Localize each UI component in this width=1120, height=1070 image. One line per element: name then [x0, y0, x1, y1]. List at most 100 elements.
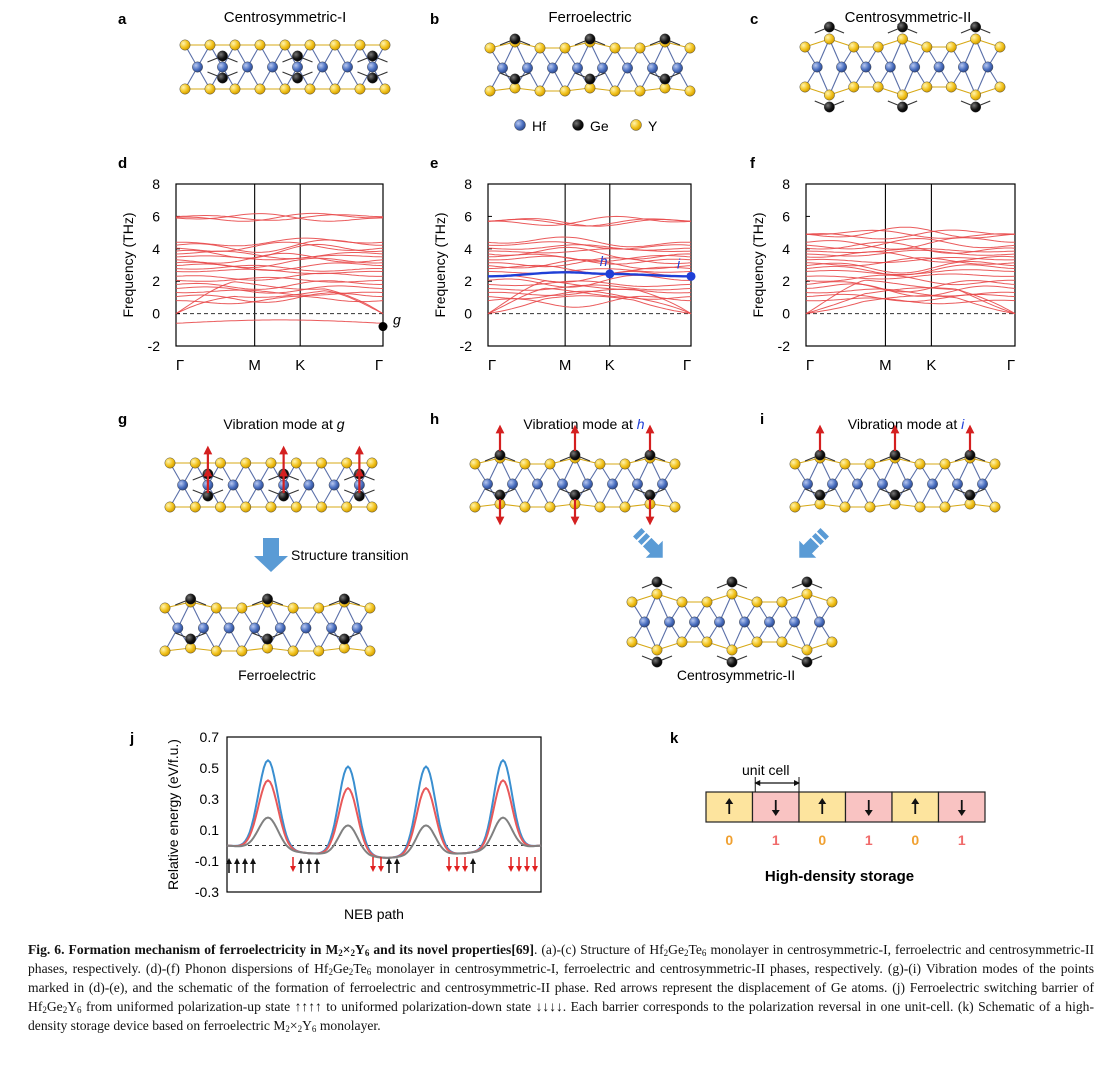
- legend-label-hf: Hf: [532, 118, 546, 134]
- hf-atom: [852, 478, 863, 490]
- panel-letter-i: i: [760, 411, 764, 428]
- y-axis-label: Frequency (THz): [432, 212, 448, 317]
- phonon-band: [487, 295, 692, 315]
- y-atom: [279, 39, 291, 51]
- hf-atom: [902, 478, 913, 490]
- y-atom: [204, 39, 216, 51]
- ge-atom: [970, 21, 982, 33]
- hf-atom: [192, 61, 203, 73]
- ge-atom: [726, 576, 738, 588]
- phonon-band: [175, 268, 384, 275]
- mode-label-h: h: [600, 253, 608, 269]
- y-atom: [801, 644, 813, 656]
- up-arrow-head: [818, 798, 827, 804]
- hf-atom: [497, 62, 508, 74]
- phonon-band: [487, 236, 692, 248]
- hf-atom: [252, 479, 264, 491]
- phonon-band: [805, 257, 1016, 267]
- y-atom: [329, 83, 341, 95]
- y-atom: [701, 636, 713, 648]
- y-atom: [994, 81, 1006, 93]
- y-atom: [236, 645, 248, 657]
- panel-letter-g: g: [118, 411, 127, 428]
- phonon-band: [175, 292, 384, 303]
- ge-atom: [292, 72, 303, 84]
- y-atom: [684, 85, 696, 97]
- phonon-band: [805, 288, 1016, 297]
- panel-letter-f: f: [750, 155, 756, 172]
- crystal-structures: [159, 21, 1006, 668]
- y-tick-label: 8: [152, 176, 160, 192]
- phonon-band: [805, 293, 1016, 302]
- phonon-band: [175, 257, 384, 269]
- y-atom: [287, 602, 299, 614]
- y-atom: [229, 39, 241, 51]
- polarization-arrow-head: [532, 866, 538, 872]
- ge-atom: [659, 33, 671, 45]
- ge-atom: [509, 33, 521, 45]
- y-atom: [989, 501, 1001, 513]
- unit-cell-label: unit cell: [742, 762, 789, 778]
- hf-atom: [958, 61, 969, 73]
- hf-atom: [227, 479, 239, 491]
- y-atom: [204, 83, 216, 95]
- panel-title-c: Centrosymmetric-II: [845, 9, 972, 26]
- y-tick-label: 2: [152, 273, 160, 289]
- down-arrow-head: [864, 810, 873, 816]
- y-tick-label: 0: [152, 306, 160, 322]
- phonon-band: [175, 272, 384, 281]
- y-atom: [634, 42, 646, 54]
- y-atom: [776, 596, 788, 608]
- y-atom: [669, 458, 681, 470]
- y-atom: [609, 85, 621, 97]
- y-atom: [776, 636, 788, 648]
- polarization-arrow-head: [454, 866, 460, 872]
- y-atom: [994, 41, 1006, 53]
- ge-atom: [509, 73, 521, 85]
- y-atom: [939, 501, 951, 513]
- y-atom: [379, 83, 391, 95]
- hf-atom: [952, 478, 963, 490]
- y-atom: [189, 501, 201, 513]
- polarization-arrow-head: [462, 866, 468, 872]
- caption-title: Fig. 6. Formation mechanism of ferroelec…: [28, 942, 534, 958]
- y-tick-label: 0: [782, 306, 790, 322]
- polarization-arrow-head: [298, 858, 304, 864]
- fe-structure: [469, 424, 681, 526]
- x-tick-label: Γ: [1007, 357, 1015, 374]
- hf-atom: [223, 622, 235, 634]
- phonon-band: [488, 268, 692, 274]
- y-atom: [519, 458, 531, 470]
- y-atom: [872, 41, 884, 53]
- polarization-arrow-head: [370, 866, 376, 872]
- mode-point-h: [605, 269, 615, 279]
- ge-atom: [572, 119, 584, 131]
- hf-atom: [292, 61, 303, 73]
- neb-y-tick-label: 0.1: [200, 822, 220, 838]
- ge-atom: [889, 449, 901, 461]
- y-atom: [189, 457, 201, 469]
- y-atom: [945, 81, 957, 93]
- phonon-band: [175, 319, 384, 324]
- phonon-plot-e: 8 6 4 2 0 -2 Frequency (THz) Γ M K Γh i: [432, 176, 696, 374]
- y-atom: [914, 501, 926, 513]
- phonon-band: [805, 261, 1016, 274]
- phonon-band: [175, 254, 384, 261]
- cs1-structure: [164, 445, 378, 513]
- phonon-band: [805, 241, 1016, 254]
- y-tick-label: 4: [152, 241, 160, 257]
- neb-energy-chart: 0.7 0.5 0.3 0.1 -0.1 -0.3 Relative energy (eV/…: [165, 729, 542, 922]
- y-atom: [254, 39, 266, 51]
- ge-atom: [584, 73, 596, 85]
- panel-title-i: Vibration mode at i: [848, 416, 965, 432]
- down-arrow-head: [957, 810, 966, 816]
- polarization-arrow-head: [446, 866, 452, 872]
- x-tick-label: M: [248, 357, 261, 374]
- hf-atom: [177, 479, 189, 491]
- hf-atom: [267, 61, 278, 73]
- mode-point-i: [686, 271, 696, 281]
- phonon-band: [487, 248, 692, 254]
- y-atom: [626, 636, 638, 648]
- y-atom: [823, 89, 835, 101]
- y-tick-label: 6: [152, 208, 160, 224]
